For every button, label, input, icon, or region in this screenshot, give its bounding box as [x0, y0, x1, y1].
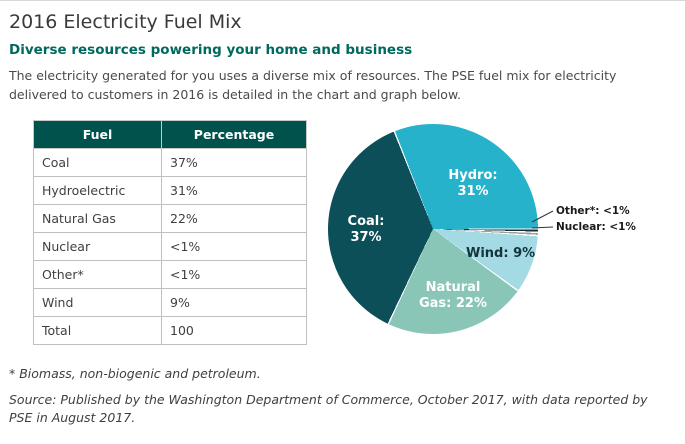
- cell-percentage: 9%: [161, 287, 307, 317]
- cell-fuel: Nuclear: [33, 231, 162, 261]
- page-title: 2016 Electricity Fuel Mix: [9, 11, 242, 33]
- intro-text: The electricity generated for you uses a…: [9, 68, 617, 102]
- source-text: Source: Published by the Washington Depa…: [9, 391, 648, 426]
- cell-percentage: 22%: [161, 203, 307, 233]
- page-subtitle: Diverse resources powering your home and…: [9, 42, 413, 58]
- fuel-mix-table: Fuel Percentage Coal 37% Hydroelectric 3…: [33, 119, 307, 345]
- table-row: Hydroelectric 31%: [33, 175, 307, 205]
- cell-percentage: 100: [161, 315, 307, 345]
- pie-label-nuclear: Nuclear: <1%: [556, 220, 636, 233]
- pie-label-natural-gas: Natural Gas: 22%: [418, 279, 488, 311]
- cell-fuel: Coal: [33, 147, 162, 177]
- table-row: Natural Gas 22%: [33, 203, 307, 233]
- cell-percentage: 31%: [161, 175, 307, 205]
- fuel-mix-table-wrapper: Fuel Percentage Coal 37% Hydroelectric 3…: [33, 119, 307, 345]
- table-row: Wind 9%: [33, 287, 307, 317]
- table-row: Coal 37%: [33, 147, 307, 177]
- table-row: Other* <1%: [33, 259, 307, 289]
- cell-fuel: Other*: [33, 259, 162, 289]
- page: 2016 Electricity Fuel Mix Diverse resour…: [0, 1, 685, 428]
- cell-percentage: 37%: [161, 147, 307, 177]
- cell-fuel: Natural Gas: [33, 203, 162, 233]
- cell-fuel: Total: [33, 315, 162, 345]
- pie-label-other: Other*: <1%: [556, 204, 630, 217]
- table-row: Nuclear <1%: [33, 231, 307, 261]
- fuel-mix-pie-chart: Hydro: 31% Coal: 37% Natural Gas: 22% Wi…: [326, 122, 644, 340]
- table-header-percentage: Percentage: [161, 119, 307, 149]
- cell-percentage: <1%: [161, 259, 307, 289]
- cell-fuel: Hydroelectric: [33, 175, 162, 205]
- content-row: Fuel Percentage Coal 37% Hydroelectric 3…: [9, 119, 675, 345]
- cell-fuel: Wind: [33, 287, 162, 317]
- pie-label-coal: Coal: 37%: [347, 213, 385, 245]
- pie-label-hydro: Hydro: 31%: [448, 167, 498, 199]
- footnote-text: * Biomass, non-biogenic and petroleum.: [9, 365, 261, 381]
- table-header-fuel: Fuel: [33, 119, 162, 149]
- table-row: Total 100: [33, 315, 307, 345]
- table-header-row: Fuel Percentage: [33, 119, 307, 149]
- pie: [328, 123, 538, 334]
- cell-percentage: <1%: [161, 231, 307, 261]
- leader-lines: [531, 210, 554, 228]
- pie-label-wind: Wind: 9%: [466, 245, 536, 261]
